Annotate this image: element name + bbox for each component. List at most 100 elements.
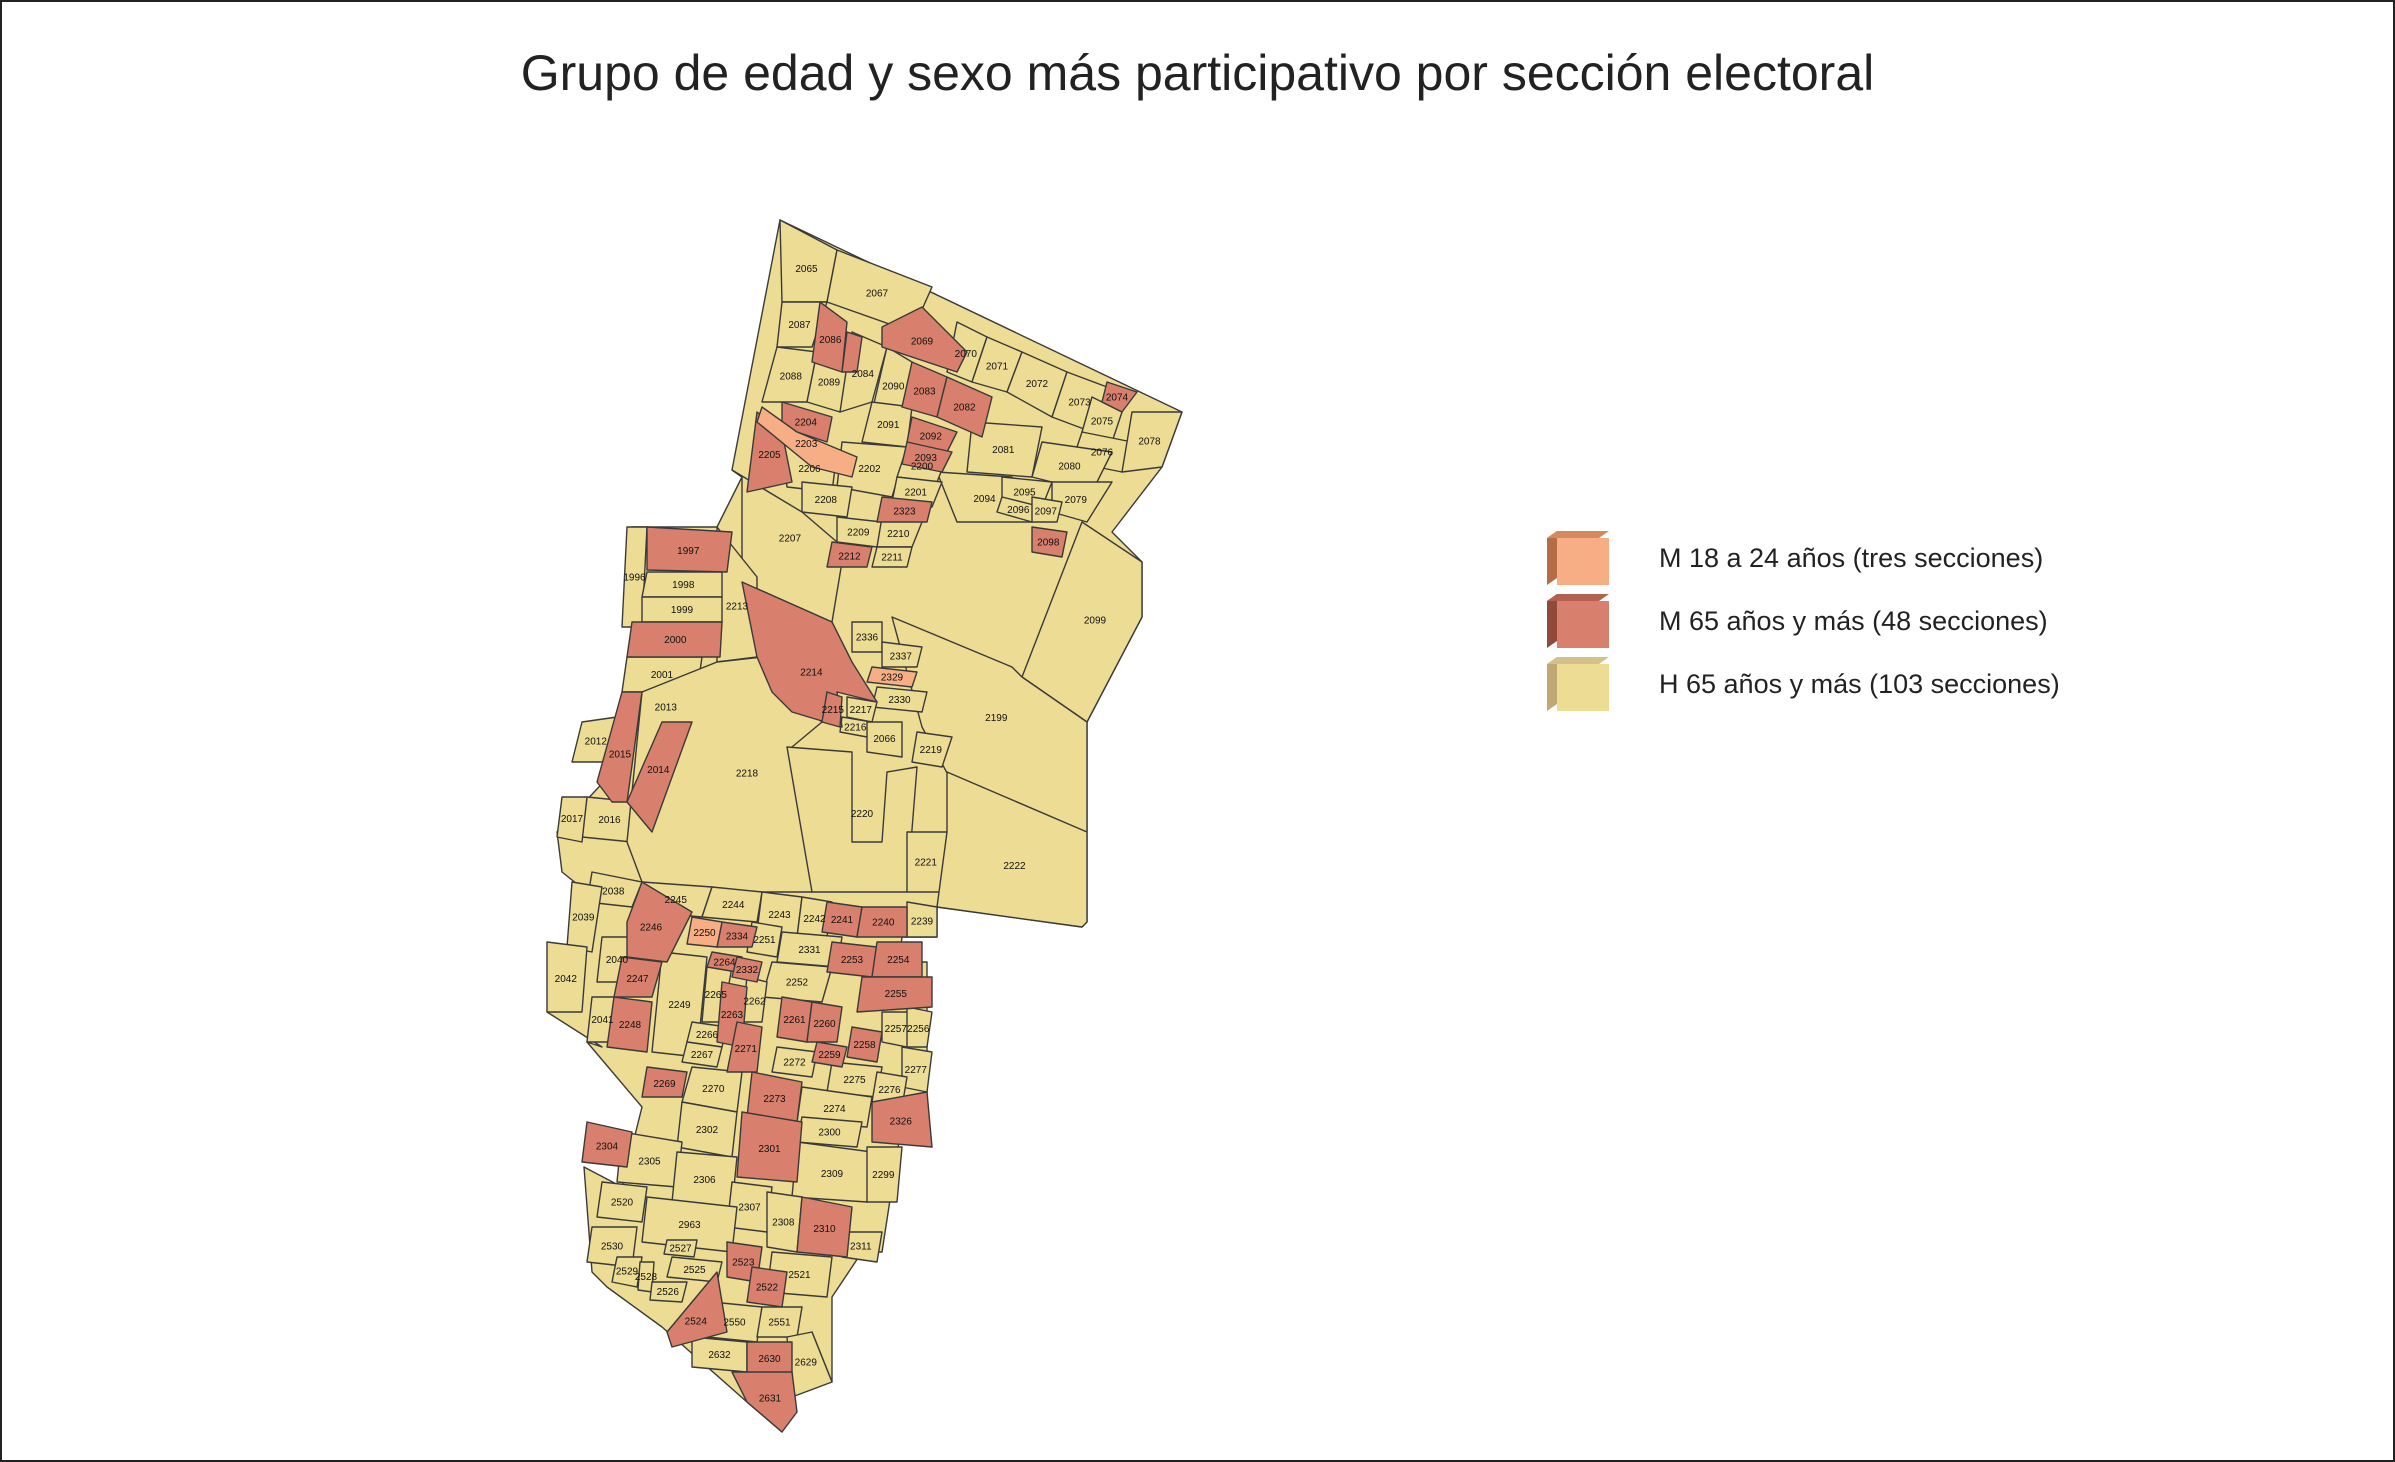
section-2529[interactable] [611,1256,643,1288]
section-2631[interactable] [731,1371,798,1433]
section-label: 2093 [915,453,938,464]
section-label: 2272 [783,1058,806,1069]
section-2247[interactable] [613,956,663,998]
section-label: 2065 [795,264,818,275]
section-label: 2199 [985,713,1008,724]
section-2271[interactable] [726,1021,763,1073]
section-label: 2001 [651,670,674,681]
section-2527[interactable] [663,1239,698,1258]
section-2211[interactable] [871,546,913,568]
section-2332[interactable] [731,956,763,983]
section-2267[interactable] [681,1041,723,1068]
section-2208[interactable] [801,481,853,518]
cube-front [1557,601,1609,648]
section-1997[interactable] [646,526,733,573]
section-label: 2551 [768,1318,791,1329]
section-2039[interactable] [566,881,603,953]
section-2337[interactable] [881,641,923,668]
section-label: 2096 [1007,505,1030,516]
section-2256[interactable] [906,1006,933,1048]
section-label: 2632 [708,1350,731,1361]
section-label: 2012 [585,736,608,747]
section-label: 2014 [647,765,670,776]
section-2085[interactable] [841,331,863,373]
section-label: 2074 [1106,393,1129,404]
section-2260[interactable] [806,1001,843,1043]
section-label: 2336 [856,633,879,644]
section-2269[interactable] [641,1066,688,1098]
section-2258[interactable] [846,1026,883,1063]
section-2069[interactable] [881,306,968,373]
section-2212[interactable] [826,541,873,568]
section-label: 2216 [844,723,867,734]
section-label: 2244 [722,900,745,911]
section-label: 1999 [671,605,694,616]
section-2207[interactable] [731,469,843,623]
section-2301[interactable] [736,1111,803,1183]
section-label: 2078 [1138,436,1161,447]
section-2250[interactable] [686,916,723,948]
section-2066[interactable] [866,721,903,758]
section-2329[interactable] [866,666,918,688]
section-2524[interactable] [666,1271,728,1348]
section-2074[interactable] [1101,381,1138,413]
section-label: 2017 [561,814,584,825]
section-2244[interactable] [701,886,763,923]
section-2526[interactable] [649,1281,688,1303]
section-2323[interactable] [876,496,933,523]
section-2098[interactable] [1031,526,1068,558]
section-2000[interactable] [626,621,723,658]
section-2240[interactable] [856,906,908,938]
section-label: 2306 [693,1175,716,1186]
section-label: 2097 [1035,506,1058,517]
section-label: 2204 [795,418,818,429]
section-2272[interactable] [771,1046,818,1078]
section-2326[interactable] [871,1091,933,1148]
section-label: 2200 [911,461,934,472]
section-2255[interactable] [856,976,933,1013]
legend-item-h65: H 65 años y más (103 secciones) [1547,657,2060,711]
section-2219[interactable] [911,731,953,768]
section-2310[interactable] [796,1196,853,1258]
section-label: 2264 [713,958,736,969]
section-2299[interactable] [866,1146,903,1203]
section-2093[interactable] [901,441,953,473]
section-label: 2095 [1013,488,1036,499]
section-2203[interactable] [756,406,858,478]
section-2222[interactable] [936,771,1088,928]
section-2520[interactable] [596,1181,648,1223]
section-label: 2524 [685,1316,708,1327]
section-2259[interactable] [811,1041,848,1068]
section-label: 2214 [800,668,823,679]
section-2304[interactable] [581,1121,633,1168]
section-label: 2247 [626,974,649,985]
section-2204[interactable] [781,401,833,443]
section-2014[interactable] [626,721,693,833]
section-label: 2201 [905,488,928,499]
section-2220[interactable] [786,746,918,893]
section-2099[interactable] [1021,521,1143,723]
section-label: 2629 [795,1358,818,1369]
section-label: 2330 [888,695,911,706]
section-label: 2073 [1068,398,1091,409]
section-2215[interactable] [821,691,843,728]
section-2097[interactable] [1031,496,1063,523]
section-label: 2218 [736,768,759,779]
section-2017[interactable] [556,796,588,843]
section-label: 2072 [1026,379,1049,390]
section-2042[interactable] [546,941,588,1013]
section-2082[interactable] [936,376,993,438]
section-2078[interactable] [1121,411,1183,473]
section-label: 2239 [911,916,934,927]
section-label: 2039 [572,913,595,924]
section-2248[interactable] [606,996,653,1053]
section-2522[interactable] [746,1266,788,1308]
section-label: 2263 [721,1010,744,1021]
section-2015[interactable] [596,691,643,803]
section-label: 1997 [677,546,700,557]
section-2065[interactable] [779,219,838,303]
section-label: 2084 [852,369,875,380]
section-label: 2245 [665,895,688,906]
section-label: 2091 [877,420,900,431]
section-2087[interactable] [776,301,828,348]
